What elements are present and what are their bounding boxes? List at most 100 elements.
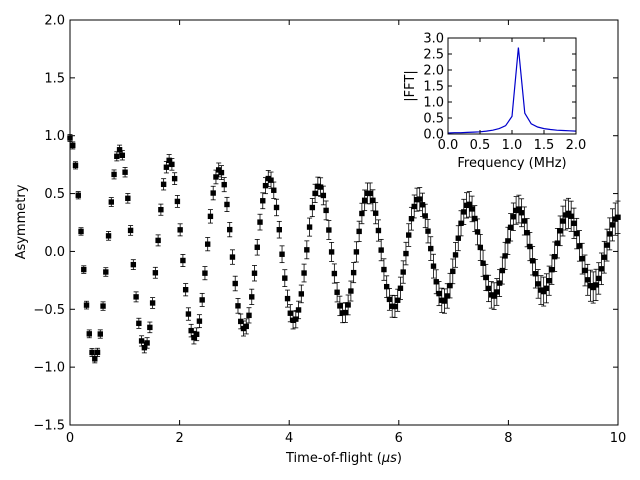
data-point [235, 303, 241, 309]
data-point [428, 245, 434, 252]
data-point [529, 258, 536, 264]
data-point [193, 331, 200, 337]
inset-y-tick-label: 1.0 [423, 96, 444, 111]
data-point [295, 307, 302, 313]
data-point [524, 230, 530, 236]
data-point [392, 303, 398, 310]
inset-y-axis-label: |FFT| [403, 70, 418, 101]
data-point [293, 316, 299, 322]
data-point [166, 157, 172, 164]
data-point [386, 296, 393, 303]
data-point [532, 271, 539, 277]
data-point [430, 263, 437, 269]
data-point [152, 270, 159, 276]
data-point [177, 227, 183, 233]
data-point [593, 282, 599, 288]
data-point [133, 294, 139, 300]
data-point [505, 238, 511, 244]
data-point [111, 171, 117, 178]
data-point [89, 349, 95, 356]
data-point [185, 311, 192, 317]
data-point [75, 192, 81, 198]
data-point [268, 177, 274, 183]
data-point [403, 250, 409, 257]
main-y-ticks: −1.5−1.0−0.50.00.51.01.52.0 [33, 14, 618, 434]
main-marks [67, 134, 621, 364]
data-point [227, 226, 233, 233]
data-point [317, 184, 324, 190]
data-point [304, 247, 310, 253]
data-point [370, 197, 376, 204]
data-point [224, 201, 230, 208]
main-y-tick-label: −1.0 [33, 361, 65, 376]
data-point [571, 220, 577, 227]
data-point [406, 232, 412, 238]
data-point [147, 324, 153, 331]
data-point [309, 204, 316, 211]
data-point [262, 182, 269, 189]
data-point [149, 300, 156, 306]
data-point [221, 181, 227, 188]
data-point [560, 218, 566, 224]
data-point [596, 275, 602, 282]
data-point [331, 270, 338, 277]
data-point [400, 269, 406, 275]
inset-plot: 0.0 0.5 1.0 1.5 2.0 0.00.51.01.52.02.53.0 Fr… [403, 32, 586, 172]
main-y-tick-label: 0.5 [44, 187, 65, 202]
data-point [254, 244, 260, 250]
data-point [587, 283, 594, 289]
data-point [441, 298, 448, 304]
data-point [359, 210, 365, 217]
main-x-tick-label: 6 [395, 431, 403, 446]
main-y-tick-label: 2.0 [44, 14, 65, 29]
data-point [474, 229, 481, 235]
data-point [130, 261, 137, 268]
data-point [81, 266, 87, 273]
main-x-tick-label: 4 [285, 431, 293, 446]
data-point [466, 201, 472, 208]
data-point [483, 274, 489, 281]
data-point [326, 227, 332, 233]
main-y-tick-label: 1.5 [44, 71, 65, 86]
data-point [383, 283, 390, 290]
data-point [246, 312, 252, 319]
data-point [257, 219, 263, 225]
data-point [301, 270, 307, 276]
data-point [582, 267, 588, 274]
data-point [469, 206, 475, 212]
data-point [210, 190, 216, 196]
data-point [576, 243, 583, 249]
data-point [171, 175, 178, 182]
data-point [191, 334, 197, 341]
inset-background [448, 38, 576, 134]
data-point [372, 210, 379, 216]
data-point [551, 253, 558, 260]
data-point [138, 338, 145, 344]
data-point [521, 218, 528, 224]
data-point [328, 249, 335, 255]
data-point [609, 222, 616, 228]
data-point [94, 349, 101, 356]
data-point [213, 174, 219, 180]
data-point [513, 207, 519, 214]
data-point [389, 303, 395, 309]
data-point [320, 192, 327, 199]
main-y-tick-label: 1.0 [44, 129, 65, 144]
data-point [411, 203, 417, 210]
data-point [499, 267, 506, 274]
data-point [452, 252, 459, 258]
data-point [455, 235, 461, 241]
main-plot: 0 2 4 6 8 10 −1.5−1.0−0.50.00.51.01.52.0 Time… [14, 14, 626, 467]
data-point [265, 175, 271, 182]
inset-y-tick-label: 0.5 [423, 112, 444, 127]
data-point [229, 254, 236, 260]
main-x-tick-label: 2 [175, 431, 183, 446]
data-point [86, 331, 92, 337]
data-point [323, 207, 329, 214]
data-point [100, 303, 106, 309]
data-point [422, 213, 428, 219]
data-point [125, 195, 131, 202]
data-point [105, 233, 112, 239]
data-point [350, 269, 357, 276]
data-point [342, 309, 349, 316]
